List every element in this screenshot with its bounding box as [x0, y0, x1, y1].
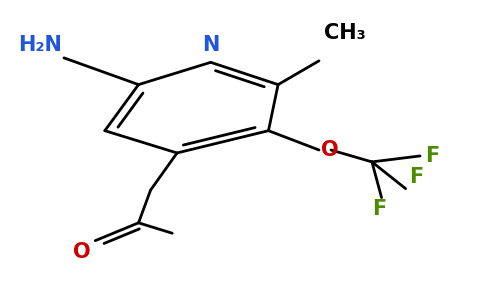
Text: F: F	[425, 146, 439, 166]
Text: F: F	[409, 167, 424, 187]
Text: N: N	[202, 35, 219, 55]
Text: O: O	[73, 242, 91, 262]
Text: F: F	[372, 199, 386, 219]
Text: O: O	[321, 140, 339, 160]
Text: H₂N: H₂N	[18, 35, 61, 55]
Text: CH₃: CH₃	[324, 23, 365, 43]
